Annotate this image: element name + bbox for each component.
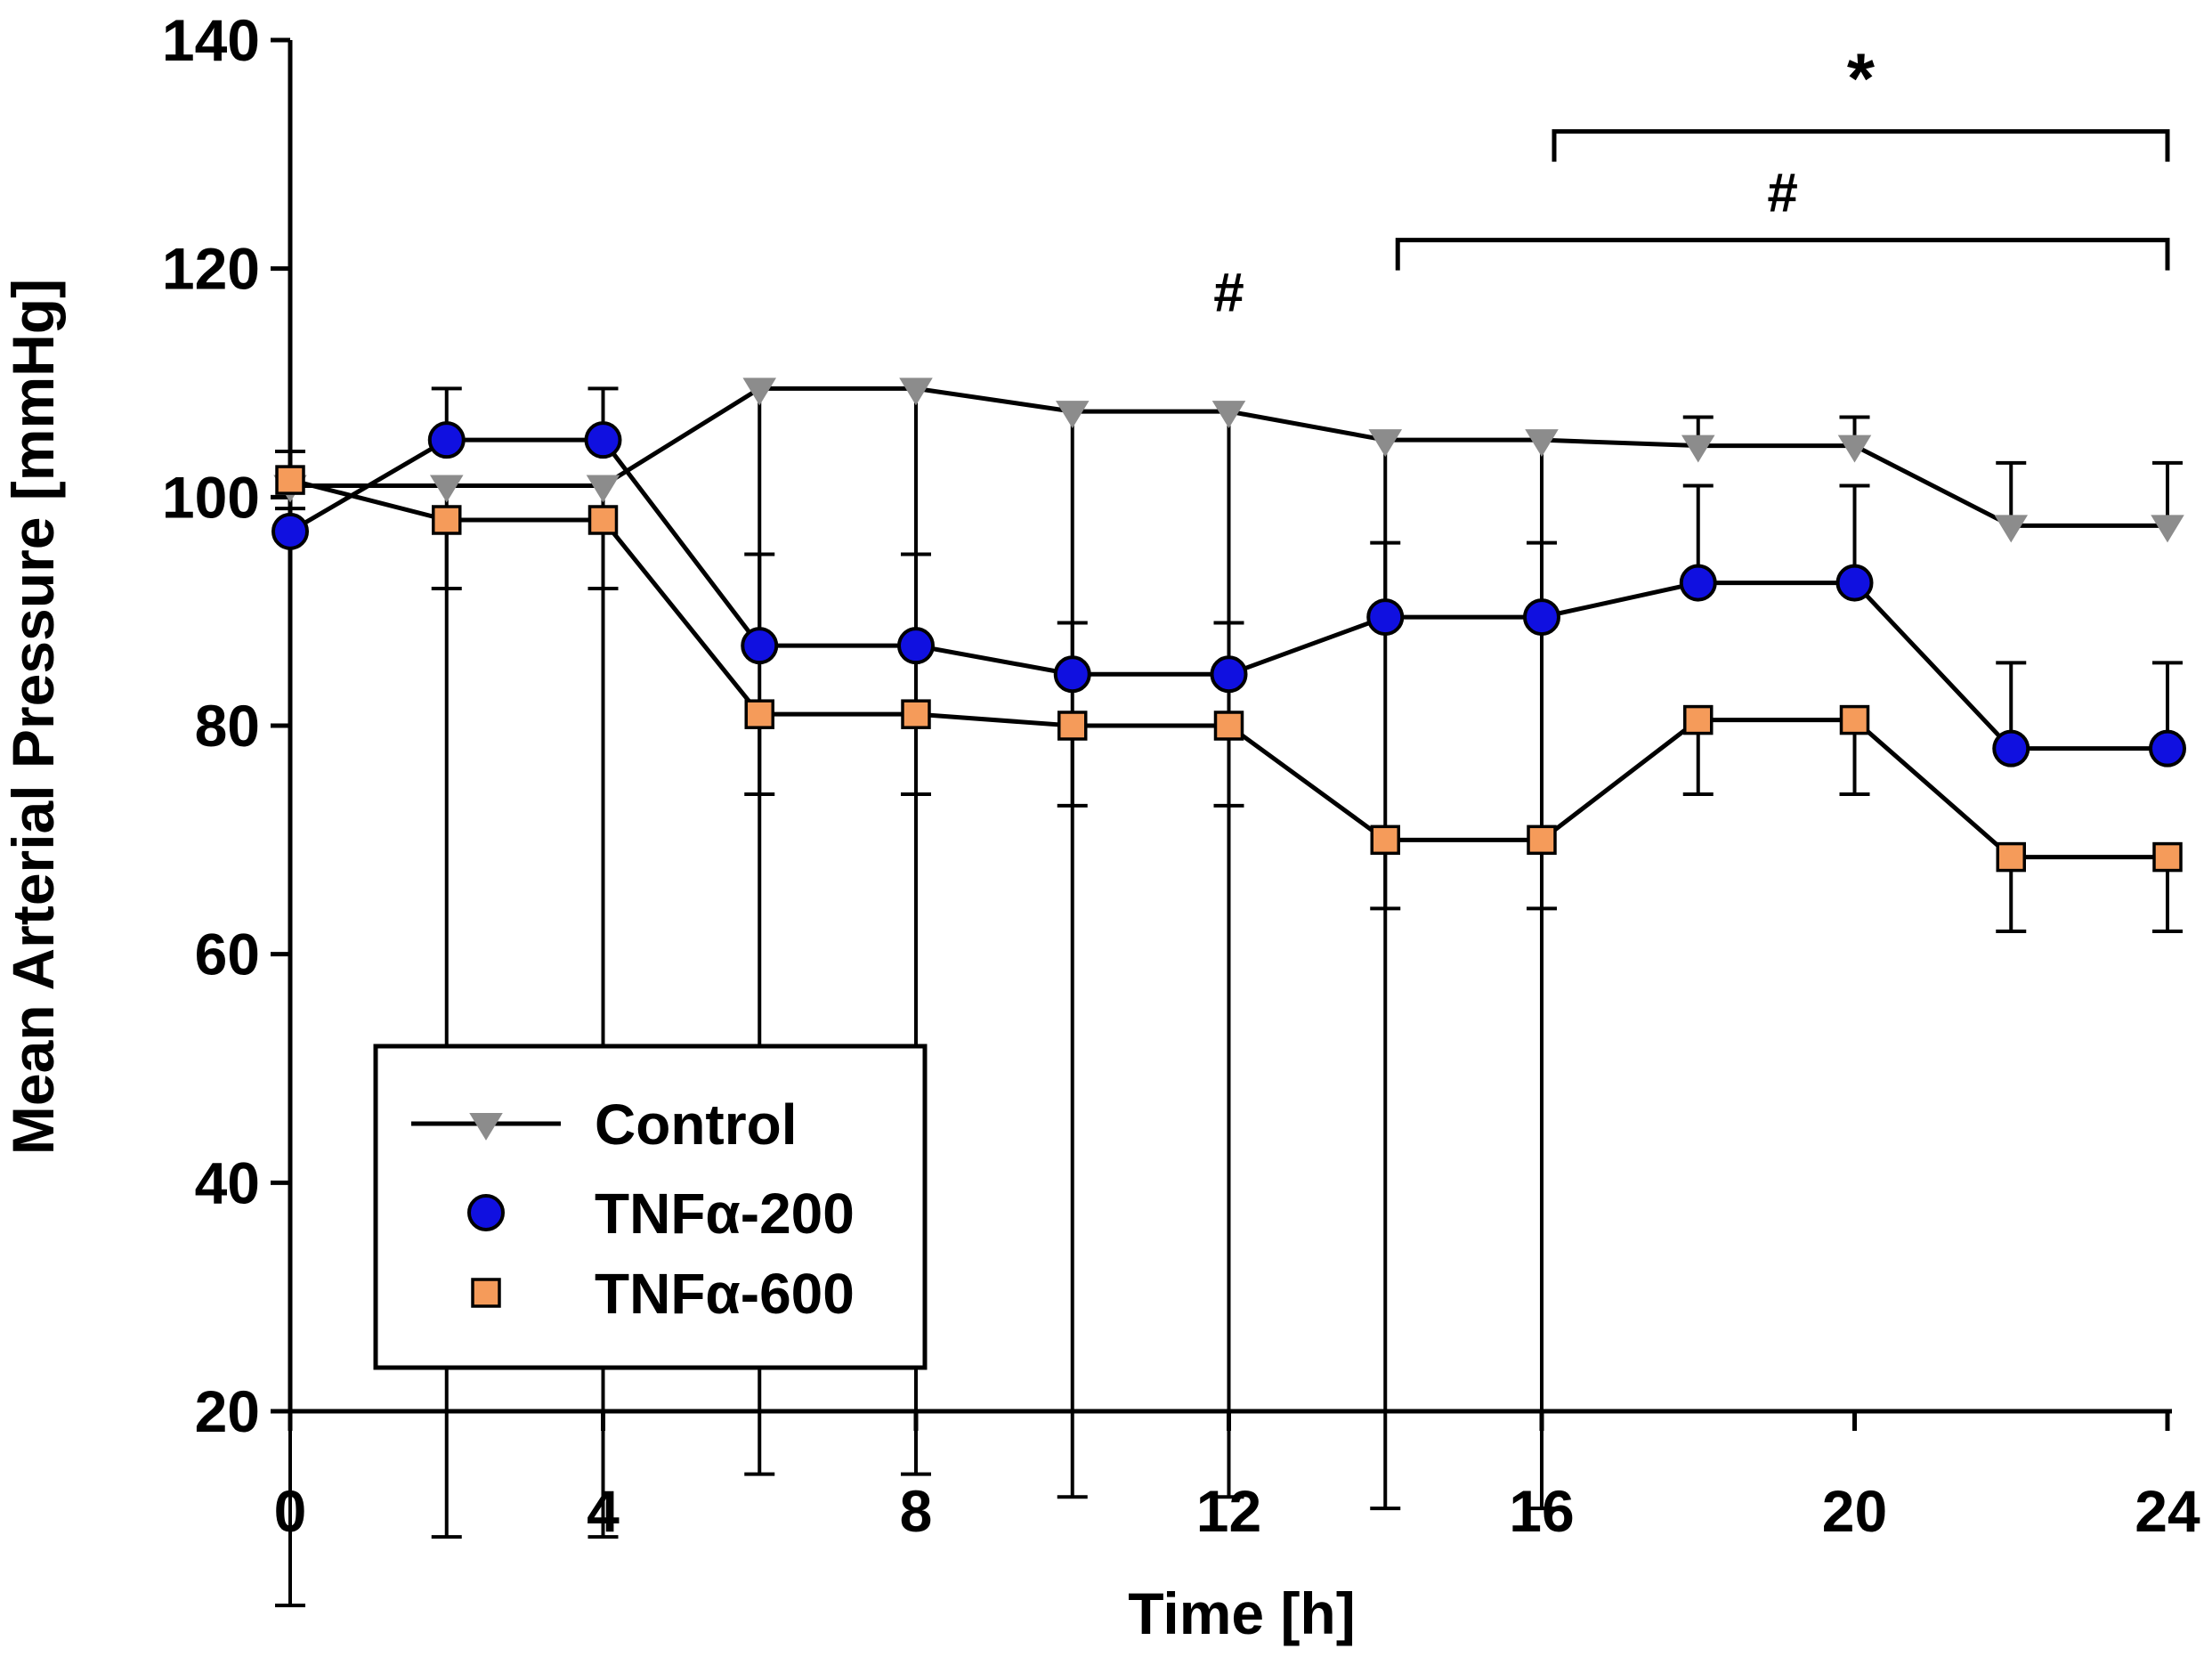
marker-2-7 <box>1370 824 1400 856</box>
significance-marker-2: * <box>1847 39 1876 118</box>
marker-0-5 <box>1055 401 1090 429</box>
marker-2-4 <box>901 699 931 729</box>
marker-0-4 <box>899 378 933 406</box>
marker-0-1 <box>429 475 464 503</box>
marker-1-9 <box>1679 564 1717 602</box>
x-tick-label-8: 8 <box>900 1478 933 1544</box>
y-tick-label-60: 60 <box>195 922 260 987</box>
significance-bracket-2 <box>1552 129 2170 162</box>
marker-0-11 <box>1994 515 2029 543</box>
legend-label-2: TNFα-600 <box>595 1262 855 1326</box>
x-axis-label: Time [h] <box>1128 1580 1355 1646</box>
marker-2-9 <box>1683 704 1714 735</box>
marker-2-1 <box>432 505 462 535</box>
legend-marker-1 <box>467 1194 505 1231</box>
legend-marker-0 <box>469 1113 503 1141</box>
marker-1-5 <box>1053 655 1091 694</box>
y-tick-label-140: 140 <box>162 7 260 73</box>
x-tick-label-24: 24 <box>2135 1478 2200 1544</box>
marker-1-11 <box>1992 729 2030 768</box>
error-bars <box>275 386 2183 1608</box>
marker-0-8 <box>1525 429 1559 458</box>
legend-label-0: Control <box>595 1092 798 1157</box>
series-markers <box>271 378 2186 873</box>
marker-0-12 <box>2151 515 2184 543</box>
marker-0-7 <box>1368 429 1403 458</box>
y-tick-label-20: 20 <box>195 1378 260 1444</box>
legend-marker-2 <box>471 1278 501 1308</box>
y-tick-label-120: 120 <box>162 236 260 302</box>
significance-marker-0: # <box>1213 262 1244 323</box>
marker-2-6 <box>1213 711 1244 741</box>
y-tick-label-100: 100 <box>162 464 260 530</box>
marker-1-10 <box>1835 564 1874 602</box>
significance-marker-1: # <box>1767 163 1797 224</box>
marker-1-4 <box>897 627 935 665</box>
marker-2-10 <box>1839 704 1870 735</box>
annotations: # # * <box>1213 39 2170 323</box>
x-tick-label-20: 20 <box>1822 1478 1887 1544</box>
legend-box <box>373 1044 928 1370</box>
y-axis-label: Mean Arterial Pressure [mmHg] <box>0 279 66 1155</box>
marker-2-5 <box>1057 711 1088 741</box>
marker-1-7 <box>1366 598 1405 637</box>
marker-2-0 <box>275 465 305 495</box>
marker-2-12 <box>2152 841 2183 873</box>
marker-2-3 <box>744 699 774 729</box>
marker-1-0 <box>271 512 309 550</box>
marker-0-6 <box>1211 401 1246 429</box>
marker-2-11 <box>1996 841 2026 873</box>
marker-2-8 <box>1527 824 1557 856</box>
marker-0-2 <box>586 475 620 503</box>
marker-1-2 <box>584 421 622 459</box>
marker-1-8 <box>1523 598 1560 637</box>
marker-1-6 <box>1210 655 1248 694</box>
marker-2-2 <box>587 505 619 535</box>
y-tick-label-40: 40 <box>195 1149 260 1215</box>
significance-bracket-1 <box>1395 238 2170 271</box>
marker-0-3 <box>742 378 777 406</box>
marker-0-9 <box>1681 435 1715 463</box>
marker-1-1 <box>427 421 466 459</box>
marker-1-3 <box>741 627 779 665</box>
marker-1-12 <box>2149 729 2186 768</box>
legend-label-1: TNFα-200 <box>595 1182 855 1246</box>
y-tick-label-80: 80 <box>195 693 260 759</box>
marker-0-10 <box>1837 435 1872 463</box>
legend: Control TNFα-200 TNFα-600 <box>373 1044 928 1370</box>
